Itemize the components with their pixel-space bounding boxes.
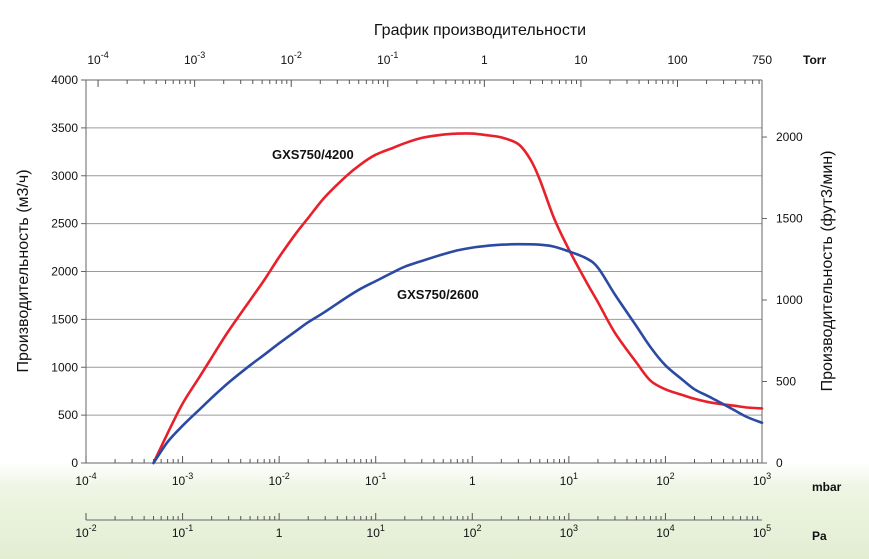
tick-marks xyxy=(81,79,767,520)
pa-tick-label-1: 1 xyxy=(276,526,283,540)
bottom-band xyxy=(0,463,869,559)
left-tick-label-0: 0 xyxy=(71,456,78,470)
top-tick-label-1: 1 xyxy=(481,53,488,67)
pa-tick-label-10-e1: 101 xyxy=(367,523,385,540)
pa-tick-label-10-e5: 105 xyxy=(753,523,771,540)
pa-tick-label-10-e-1: 10-1 xyxy=(172,523,193,540)
top-tick-label-10: 10 xyxy=(574,53,588,67)
tick-labels: 0 500 1000 1500 2000 2500 3000 3500 4000 0 500 1000… xyxy=(51,50,803,540)
left-tick-label-3500: 3500 xyxy=(51,121,78,135)
series-label-gxs750-4200: GXS750/4200 xyxy=(272,147,354,162)
bottom-unit-label: mbar xyxy=(812,480,842,494)
pa-tick-label-10-e3: 103 xyxy=(560,523,578,540)
top-tick-label-10-e-3: 10-3 xyxy=(184,50,205,67)
pa-tick-label-10-e2: 102 xyxy=(463,523,481,540)
left-tick-label-500: 500 xyxy=(58,408,78,422)
right-tick-label-1500: 1500 xyxy=(776,212,803,226)
top-tick-label-10-e-4: 10-4 xyxy=(87,50,108,67)
grid-lines xyxy=(86,79,762,416)
bottom-tick-label-10-e-2: 10-2 xyxy=(268,471,289,488)
bottom-tick-label-10-e1: 101 xyxy=(560,471,578,488)
bottom-tick-label-10-e-3: 10-3 xyxy=(172,471,193,488)
right-axis-title: Производительность (фут3/мин) xyxy=(819,151,836,392)
left-tick-label-3000: 3000 xyxy=(51,169,78,183)
top-unit-label: Torr xyxy=(803,53,826,67)
left-tick-label-1500: 1500 xyxy=(51,312,78,326)
series-label-gxs750-2600: GXS750/2600 xyxy=(397,287,479,302)
bottom-tick-label-10-e2: 102 xyxy=(656,471,674,488)
left-tick-label-1000: 1000 xyxy=(51,360,78,374)
left-tick-label-4000: 4000 xyxy=(51,73,78,87)
right-tick-label-1000: 1000 xyxy=(776,293,803,307)
chart-title: График производительности xyxy=(374,22,586,39)
right-tick-label-2000: 2000 xyxy=(776,130,803,144)
top-tick-label-100: 100 xyxy=(667,53,687,67)
top-tick-label-10-e-1: 10-1 xyxy=(377,50,398,67)
right-tick-label-0: 0 xyxy=(776,456,783,470)
pa-tick-label-10-e-2: 10-2 xyxy=(75,523,96,540)
pa-tick-label-10-e4: 104 xyxy=(656,523,674,540)
series-line-gxs750-2600 xyxy=(152,242,764,465)
bottom-tick-label-10-e-4: 10-4 xyxy=(75,471,96,488)
bottom-tick-label-1: 1 xyxy=(469,474,476,488)
left-tick-label-2000: 2000 xyxy=(51,265,78,279)
top-tick-label-750: 750 xyxy=(752,53,772,67)
pa-unit-label: Pa xyxy=(812,529,827,543)
top-tick-label-10-e-2: 10-2 xyxy=(281,50,302,67)
left-axis-title: Производительность (м3/ч) xyxy=(15,169,32,372)
series-line-gxs750-4200 xyxy=(152,132,764,465)
right-tick-label-500: 500 xyxy=(776,375,796,389)
bottom-tick-label-10-e-1: 10-1 xyxy=(365,471,386,488)
series-lines xyxy=(152,132,764,465)
bottom-tick-label-10-e3: 103 xyxy=(753,471,771,488)
left-tick-label-2500: 2500 xyxy=(51,217,78,231)
